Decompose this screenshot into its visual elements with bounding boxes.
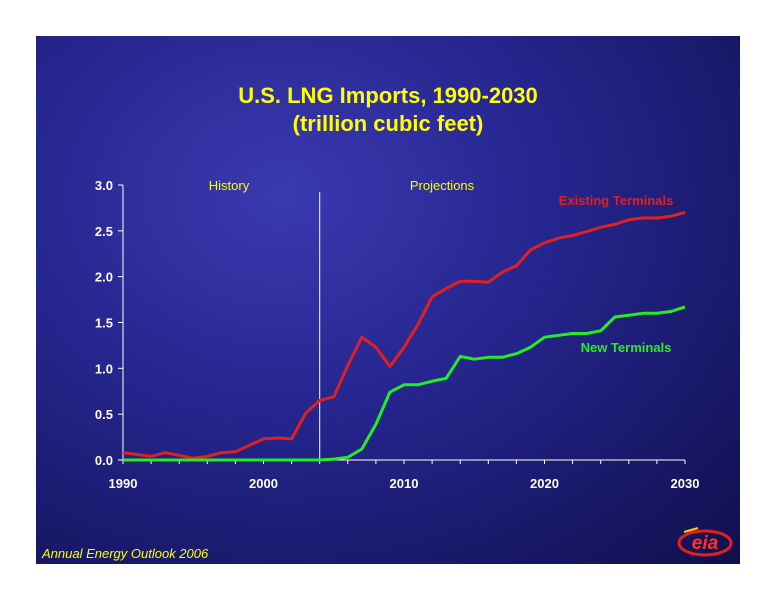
title-line-2: (trillion cubic feet) [292, 111, 484, 136]
chart-labels: History Projections Existing Terminals New … [209, 178, 674, 355]
svg-text:eia: eia [692, 533, 719, 554]
x-tick-label: 1990 [109, 476, 138, 491]
x-tick-label: 2030 [671, 476, 700, 491]
line-chart: 0.0 0.5 1.0 1.5 2.0 2.5 3.0 1990 2000 2010 2020 203… [95, 178, 700, 491]
y-tick-label: 1.0 [95, 361, 113, 376]
series-label-2: New Terminals [581, 340, 672, 355]
slide: U.S. LNG Imports, 1990-2030 (trillion cu… [36, 36, 740, 564]
series-label-1: Existing Terminals [559, 193, 674, 208]
x-tick-label: 2020 [530, 476, 559, 491]
chart-series [122, 211, 686, 462]
history-label: History [209, 178, 250, 193]
series-line-1 [122, 211, 686, 460]
y-tick-label: 0.0 [95, 453, 113, 468]
series-line-2 [123, 305, 686, 462]
y-tick-label: 2.5 [95, 224, 113, 239]
eia-logo-icon: eia [677, 527, 733, 557]
y-tick-label: 3.0 [95, 178, 113, 193]
y-tick-label: 0.5 [95, 407, 113, 422]
y-tick-label: 1.5 [95, 316, 113, 331]
y-tick-label: 2.0 [95, 270, 113, 285]
x-tick-label: 2000 [249, 476, 278, 491]
chart-title: U.S. LNG Imports, 1990-2030 (trillion cu… [36, 82, 740, 138]
chart-ticks: 0.0 0.5 1.0 1.5 2.0 2.5 3.0 1990 2000 2010 2020 203… [95, 178, 700, 491]
title-line-1: U.S. LNG Imports, 1990-2030 [238, 83, 538, 108]
footer-source: Annual Energy Outlook 2006 [42, 546, 209, 561]
projections-label: Projections [410, 178, 475, 193]
x-tick-label: 2010 [390, 476, 419, 491]
